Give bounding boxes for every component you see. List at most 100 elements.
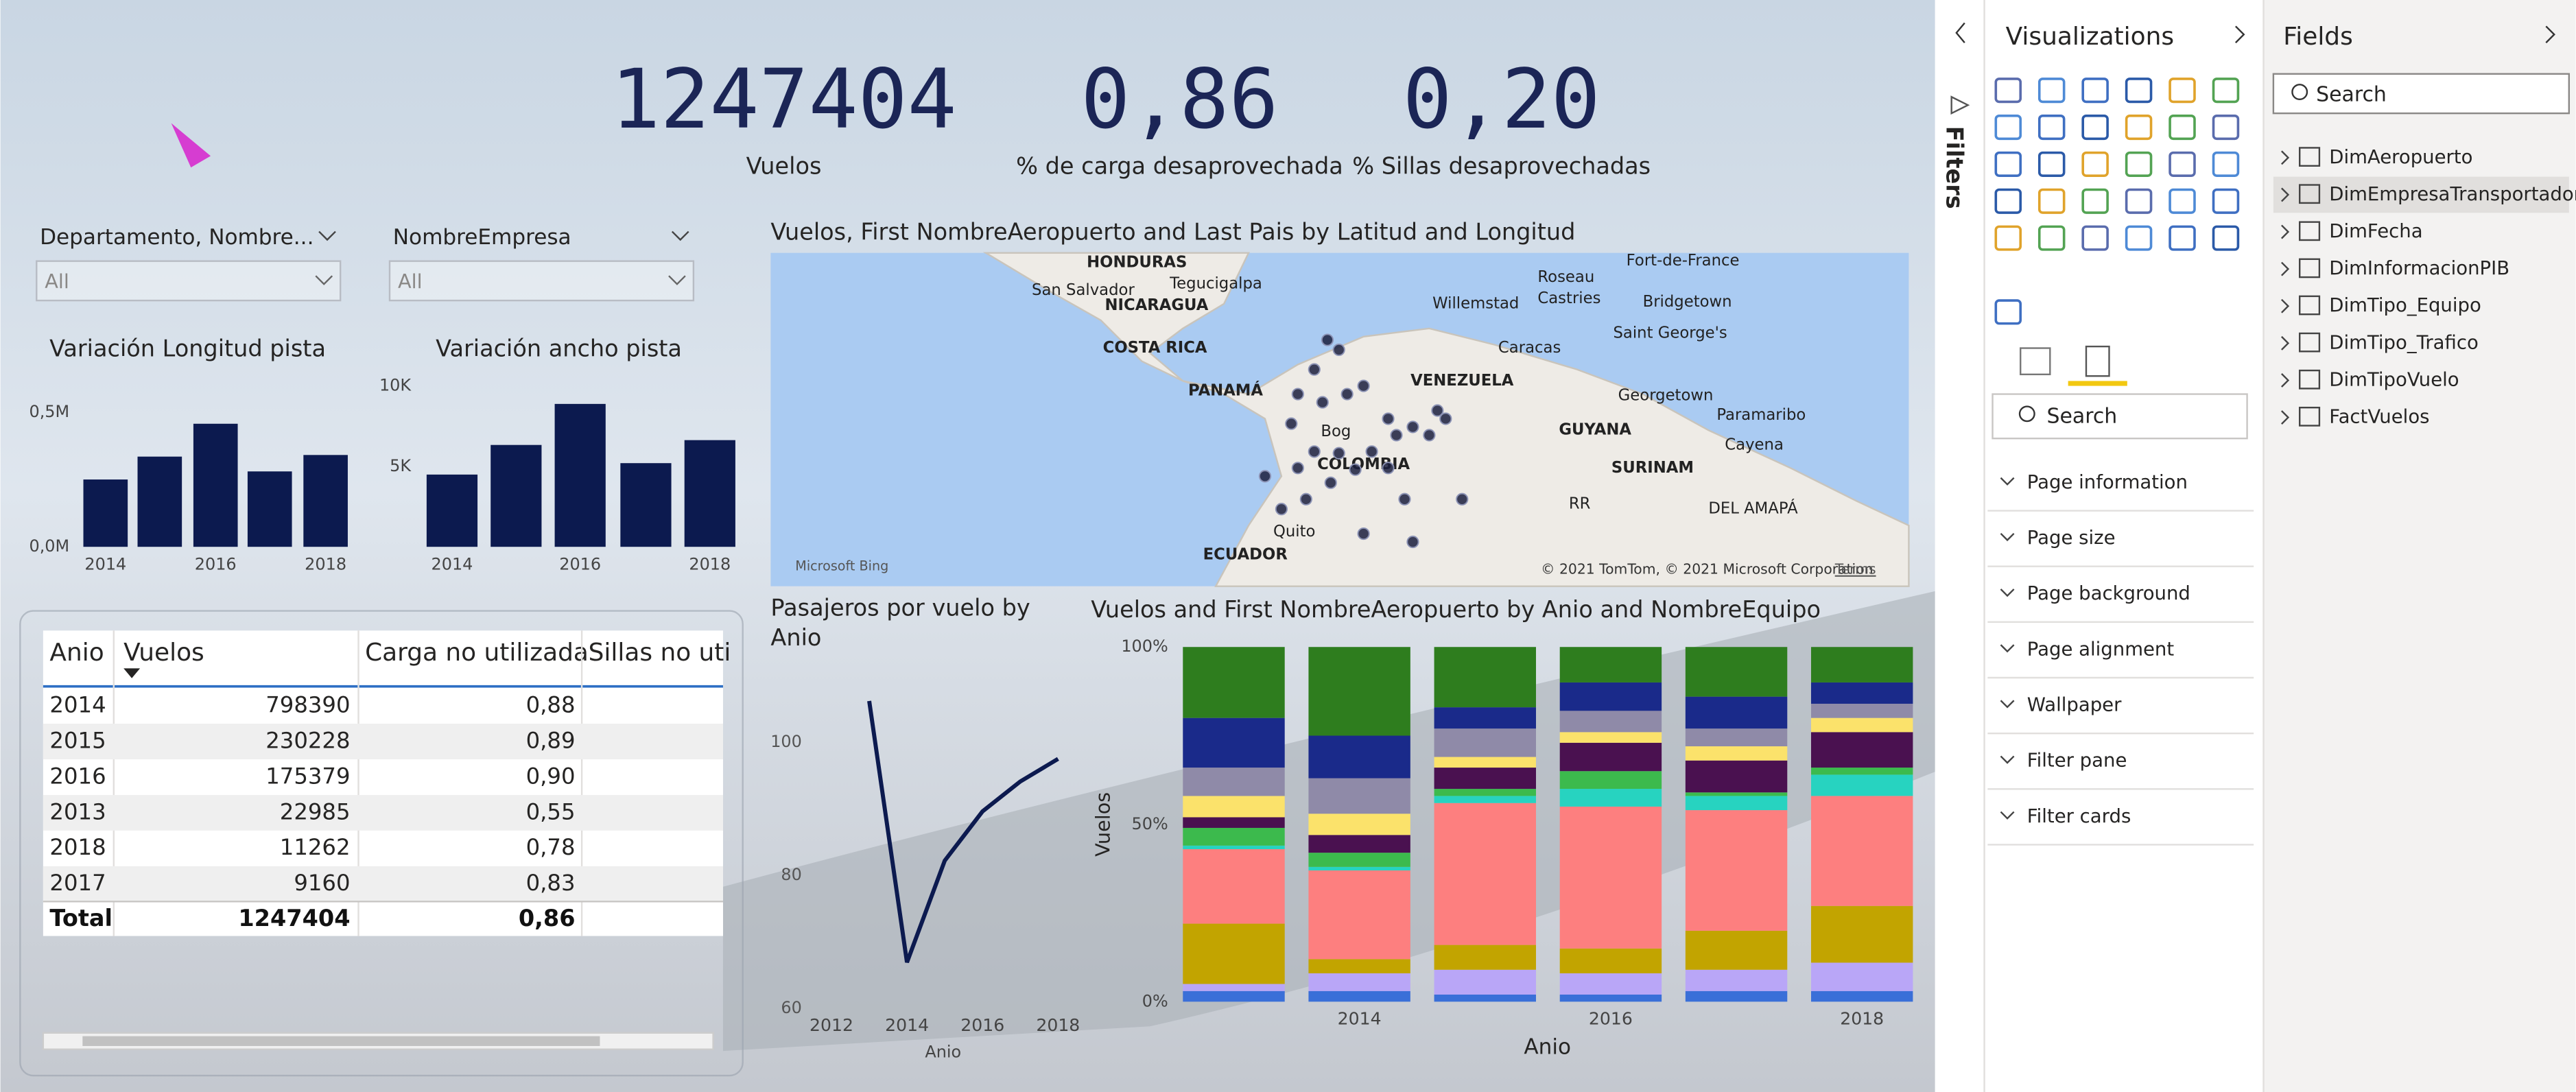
bar-segment[interactable] <box>1685 792 1788 796</box>
visual-icon[interactable] <box>2081 151 2109 177</box>
bar-segment[interactable] <box>1810 732 1913 768</box>
bar-segment[interactable] <box>1308 973 1410 991</box>
map-point[interactable] <box>1390 429 1403 442</box>
map-point[interactable] <box>1308 445 1321 458</box>
bar-segment[interactable] <box>1559 732 1662 743</box>
bar-segment[interactable] <box>1308 814 1410 835</box>
bar-segment[interactable] <box>1183 796 1285 818</box>
format-section[interactable]: Page background <box>2027 582 2190 604</box>
field-table[interactable]: DimTipo_Trafico <box>2329 331 2479 353</box>
bar-segment[interactable] <box>1559 789 1662 807</box>
visual-icon[interactable] <box>1994 299 2022 325</box>
bar-segment[interactable] <box>1308 778 1410 814</box>
map-point[interactable] <box>1258 470 1272 483</box>
slicer-dropdown[interactable] <box>388 260 695 302</box>
visual-icon[interactable] <box>1994 114 2022 141</box>
bar-segment[interactable] <box>1434 945 1536 970</box>
visual-icon[interactable] <box>2125 78 2153 104</box>
map-point[interactable] <box>1439 412 1452 425</box>
bar-segment[interactable] <box>1559 682 1662 711</box>
map-point[interactable] <box>1291 388 1304 401</box>
visual-icon[interactable] <box>2169 225 2196 251</box>
bar-segment[interactable] <box>1434 789 1536 796</box>
bar-segment[interactable] <box>1308 835 1410 853</box>
visual-icon[interactable] <box>2081 188 2109 214</box>
bar-segment[interactable] <box>1559 948 1662 973</box>
bar-segment[interactable] <box>1183 827 1285 846</box>
bar-segment[interactable] <box>1685 969 1788 991</box>
visual-icon[interactable] <box>2081 225 2109 251</box>
map-point[interactable] <box>1382 462 1395 475</box>
bar-segment[interactable] <box>1183 717 1285 768</box>
filters-label[interactable]: Filters <box>1941 126 1968 209</box>
bar-segment[interactable] <box>1685 647 1788 697</box>
map-point[interactable] <box>1406 420 1419 434</box>
visual-icon[interactable] <box>2037 78 2066 104</box>
bar-segment[interactable] <box>1810 647 1913 682</box>
map-point[interactable] <box>1365 445 1378 458</box>
bar-segment[interactable] <box>1183 923 1285 984</box>
bar-segment[interactable] <box>1559 973 1662 995</box>
bar-segment[interactable] <box>1810 682 1913 704</box>
visual-icon[interactable] <box>1994 225 2022 251</box>
visual-icon[interactable] <box>2081 78 2109 104</box>
visual-icon[interactable] <box>2169 78 2196 104</box>
bar-segment[interactable] <box>1559 806 1662 949</box>
visual-icon[interactable] <box>2125 151 2153 177</box>
field-table[interactable]: DimTipoVuelo <box>2329 368 2459 390</box>
format-tab-icon[interactable] <box>2085 345 2110 377</box>
bar-segment[interactable] <box>1810 796 1913 906</box>
bar-segment[interactable] <box>1183 817 1285 828</box>
bar-segment[interactable] <box>1434 647 1536 708</box>
bar-segment[interactable] <box>1685 810 1788 931</box>
format-section[interactable]: Page information <box>2027 471 2188 493</box>
bar-segment[interactable] <box>1434 728 1536 757</box>
map-point[interactable] <box>1275 503 1288 516</box>
fields-tab-icon[interactable] <box>2020 347 2051 376</box>
visual-icon[interactable] <box>2212 78 2240 104</box>
map-point[interactable] <box>1291 462 1304 475</box>
visual-icon[interactable] <box>2037 225 2066 251</box>
map-point[interactable] <box>1423 429 1436 442</box>
visual-icon[interactable] <box>1994 151 2022 177</box>
map-point[interactable] <box>1316 396 1329 409</box>
map-point[interactable] <box>1340 388 1354 401</box>
bar-segment[interactable] <box>1810 774 1913 796</box>
map-point[interactable] <box>1431 404 1444 417</box>
map-point[interactable] <box>1321 333 1334 346</box>
bar-segment[interactable] <box>1685 990 1788 1002</box>
bar-segment[interactable] <box>1308 866 1410 871</box>
map-point[interactable] <box>1357 527 1370 541</box>
map-point[interactable] <box>1456 492 1469 506</box>
bar-segment[interactable] <box>1810 905 1913 963</box>
bar-segment[interactable] <box>1308 870 1410 960</box>
visual-icon[interactable] <box>2169 114 2196 141</box>
bar-segment[interactable] <box>1183 848 1285 924</box>
map-point[interactable] <box>1406 535 1419 549</box>
bar-segment[interactable] <box>1810 717 1913 733</box>
visual-icon[interactable] <box>2169 151 2196 177</box>
bar-segment[interactable] <box>1559 742 1662 772</box>
visual-icon[interactable] <box>2081 114 2109 141</box>
visual-icon[interactable] <box>2037 151 2066 177</box>
map-point[interactable] <box>1332 447 1345 460</box>
search-box[interactable] <box>1992 393 2248 440</box>
bar-segment[interactable] <box>1308 959 1410 973</box>
visual-icon[interactable] <box>2212 225 2240 251</box>
bar-segment[interactable] <box>1434 707 1536 729</box>
bar-segment[interactable] <box>1685 760 1788 793</box>
bar-segment[interactable] <box>1559 647 1662 682</box>
bar-segment[interactable] <box>1685 746 1788 761</box>
bar-segment[interactable] <box>1434 768 1536 790</box>
map-point[interactable] <box>1398 492 1411 506</box>
bar-segment[interactable] <box>1434 969 1536 995</box>
bar-segment[interactable] <box>1685 796 1788 811</box>
bar-segment[interactable] <box>1434 796 1536 803</box>
visual-icon[interactable] <box>2125 188 2153 214</box>
field-table[interactable]: DimFecha <box>2329 220 2422 242</box>
format-section[interactable]: Wallpaper <box>2027 693 2122 715</box>
format-section[interactable]: Filter pane <box>2027 750 2127 772</box>
visual-icon[interactable] <box>2212 188 2240 214</box>
bar-segment[interactable] <box>1559 771 1662 790</box>
bar-segment[interactable] <box>1810 962 1913 991</box>
